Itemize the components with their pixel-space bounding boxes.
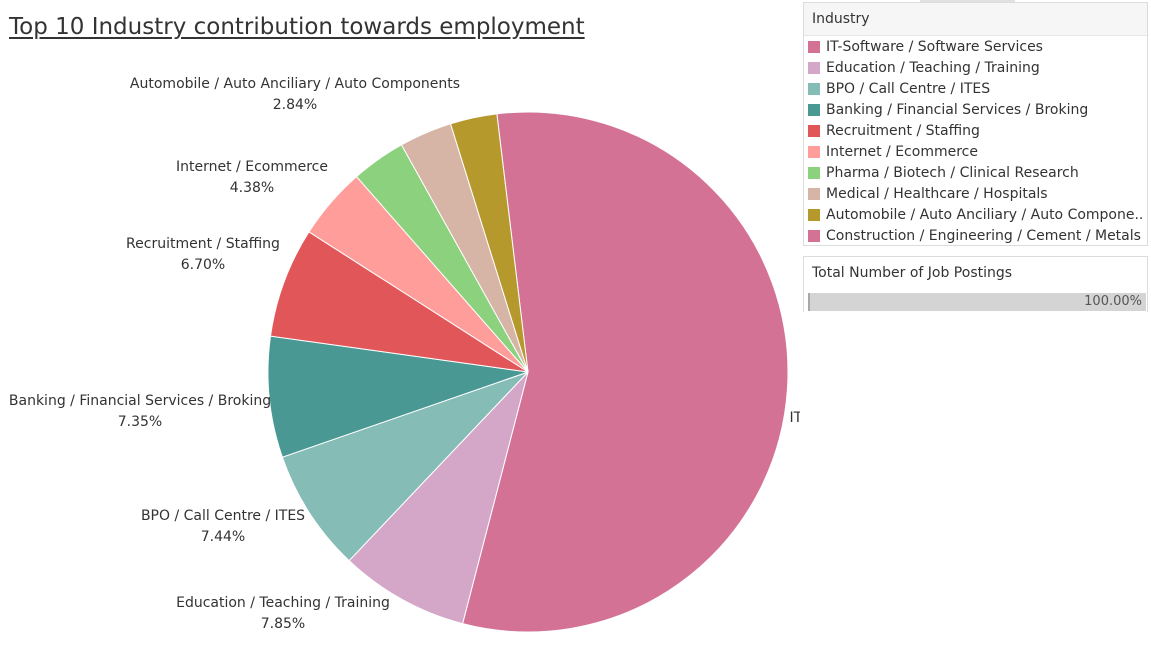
pie-slice[interactable] — [449, 113, 529, 373]
legend-swatch — [808, 166, 820, 179]
legend-swatch — [808, 61, 820, 74]
slice-label-name: Automobile / Auto Anciliary / Auto Compo… — [130, 76, 460, 92]
legend-item[interactable]: Banking / Financial Services / Broking — [804, 99, 1147, 120]
slice-label-name: Recruitment / Staffing — [126, 236, 280, 252]
legend-item-label: Recruitment / Staffing — [826, 122, 980, 139]
legend-item-label: Education / Teaching / Training — [826, 59, 1040, 76]
legend-item[interactable]: Education / Teaching / Training — [804, 57, 1147, 78]
industry-legend: Industry IT-Software / Software Services… — [803, 2, 1148, 246]
slice-label-name: Banking / Financial Services / Broking — [9, 393, 271, 409]
legend-item-label: BPO / Call Centre / ITES — [826, 80, 991, 97]
pie-slice[interactable] — [348, 371, 529, 625]
slice-label-value: 7.35% — [118, 414, 162, 430]
legend-swatch — [808, 82, 820, 95]
legend-swatch — [808, 229, 820, 242]
size-legend-title: Total Number of Job Postings — [812, 265, 1013, 281]
slice-label-value: 6.70% — [181, 257, 225, 273]
legend-item[interactable]: Automobile / Auto Anciliary / Auto Compo… — [804, 204, 1147, 225]
slice-label-name: IT-Software / Software Services — [790, 410, 800, 426]
legend-item[interactable]: Pharma / Biotech / Clinical Research — [804, 162, 1147, 183]
legend-swatch — [808, 208, 820, 221]
slice-label-name: BPO / Call Centre / ITES — [141, 508, 305, 524]
legend-item-label: Construction / Engineering / Cement / Me… — [826, 227, 1141, 244]
pie-slice[interactable] — [281, 371, 529, 562]
chart-title: Top 10 Industry contribution towards emp… — [9, 14, 585, 40]
legend-item[interactable]: Construction / Engineering / Cement / Me… — [804, 225, 1147, 246]
slice-label-name: Education / Teaching / Training — [176, 595, 390, 611]
legend-item[interactable]: Medical / Healthcare / Hospitals — [804, 183, 1147, 204]
legend-swatch — [808, 124, 820, 137]
pie-slices — [267, 111, 789, 633]
legend-item-label: Pharma / Biotech / Clinical Research — [826, 164, 1079, 181]
slice-label-value: 4.38% — [230, 180, 274, 196]
legend-item[interactable]: Recruitment / Staffing — [804, 120, 1147, 141]
pie-slice[interactable] — [461, 111, 789, 633]
legend-item-label: Automobile / Auto Anciliary / Auto Compo… — [826, 206, 1144, 223]
legend-item[interactable]: IT-Software / Software Services — [804, 36, 1147, 57]
size-legend-bar: 100.00% — [808, 293, 1146, 311]
legend-item[interactable]: Internet / Ecommerce — [804, 141, 1147, 162]
slice-label-value: 7.44% — [201, 529, 245, 545]
legend-swatch — [808, 145, 820, 158]
pie-chart: IT-Software / Software Services54.71%Edu… — [9, 76, 800, 633]
pie-slice[interactable] — [267, 335, 529, 458]
legend-swatch — [808, 40, 820, 53]
slice-label-name: Internet / Ecommerce — [176, 159, 328, 175]
legend-item-label: Medical / Healthcare / Hospitals — [826, 185, 1048, 202]
slice-label-value: 7.85% — [261, 616, 305, 632]
legend-swatch — [808, 187, 820, 200]
size-legend-value: 100.00% — [1084, 294, 1142, 309]
legend-swatch — [808, 103, 820, 116]
slice-labels: IT-Software / Software Services54.71%Edu… — [9, 76, 800, 632]
legend-item[interactable]: BPO / Call Centre / ITES — [804, 78, 1147, 99]
slice-label-value: 2.84% — [273, 97, 317, 113]
toolbar-strip — [920, 0, 1015, 3]
pie-slice[interactable] — [269, 231, 529, 373]
legend-title: Industry — [804, 3, 1147, 36]
legend-item-label: Internet / Ecommerce — [826, 143, 978, 160]
legend-item-label: Banking / Financial Services / Broking — [826, 101, 1089, 118]
legend-item-label: IT-Software / Software Services — [826, 38, 1043, 55]
size-legend: Total Number of Job Postings 100.00% — [803, 256, 1148, 312]
